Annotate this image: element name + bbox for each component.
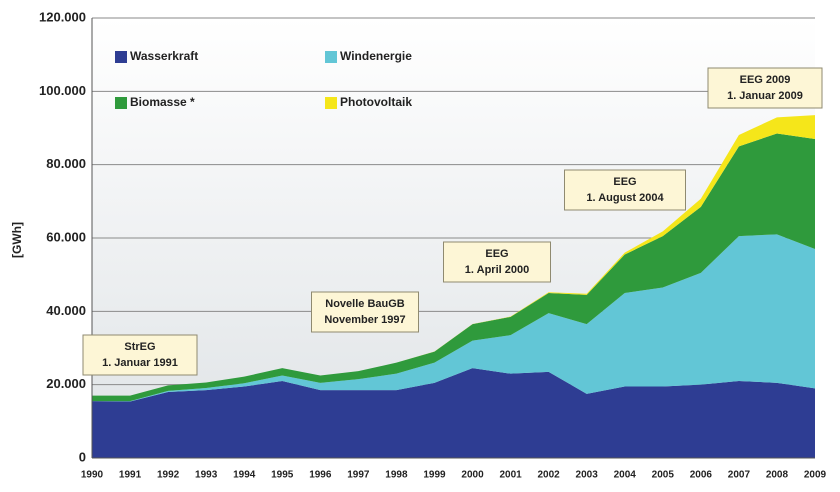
x-tick-label: 2009 [804,470,827,481]
area [92,234,815,402]
annotation-text: November 1997 [324,314,405,326]
x-tick-label: 2006 [690,470,713,481]
x-tick-label: 1999 [423,470,446,481]
legend-swatch [325,97,337,109]
x-tick-label: 2003 [576,470,599,481]
x-tick-label: 2004 [614,470,637,481]
legend-swatch [115,51,127,63]
legend-swatch [325,51,337,63]
x-tick-label: 1995 [271,470,294,481]
annotation-box [82,334,198,376]
y-axis-title: [GWh] [10,222,24,258]
area [92,133,815,402]
annotation-box [443,241,551,283]
annotation-text: 1. August 2004 [586,192,664,204]
annotation-text: 1. April 2000 [465,264,529,276]
legend-label: Windenergie [340,49,412,63]
area [92,115,815,396]
y-tick-label: 100.000 [39,83,86,98]
annotation-text: StrEG [124,341,155,353]
x-tick-label: 2001 [499,470,522,481]
annotation-text: 1. Januar 1991 [102,357,178,369]
annotation-text: Novelle BauGB [325,298,405,310]
x-tick-label: 1998 [385,470,408,481]
legend-label: Wasserkraft [130,49,198,63]
x-tick-label: 1993 [195,470,218,481]
x-tick-label: 1992 [157,470,180,481]
annotation-box [707,67,823,109]
annotation-box [564,169,686,211]
x-tick-label: 2000 [461,470,484,481]
annotation-box [311,291,419,333]
y-tick-label: 80.000 [46,156,86,171]
annotation-text: EEG 2009 [740,74,791,86]
x-tick-label: 1990 [81,470,104,481]
y-tick-label: 60.000 [46,229,86,244]
x-tick-label: 2007 [728,470,751,481]
annotation-text: EEG [613,176,636,188]
annotation-text: 1. Januar 2009 [727,90,803,102]
x-tick-label: 2002 [538,470,561,481]
area [92,368,815,458]
x-tick-label: 1994 [233,470,256,481]
y-tick-label: 20.000 [46,376,86,391]
y-tick-label: 120.000 [39,9,86,24]
annotation-text: EEG [485,248,508,260]
legend-swatch [115,97,127,109]
x-tick-label: 2005 [652,470,675,481]
x-tick-label: 2008 [766,470,789,481]
x-tick-label: 1997 [347,470,370,481]
legend-label: Biomasse * [130,95,195,109]
legend-label: Photovoltaik [340,95,412,109]
y-tick-label: 40.000 [46,303,86,318]
x-tick-label: 1991 [119,470,142,481]
y-tick-label: 0 [79,449,86,464]
x-tick-label: 1996 [309,470,332,481]
